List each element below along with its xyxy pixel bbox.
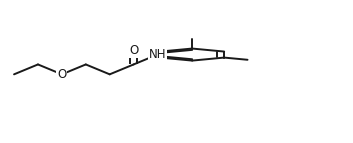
Text: O: O [129,44,138,57]
Text: NH: NH [149,48,166,61]
Text: O: O [57,68,66,81]
